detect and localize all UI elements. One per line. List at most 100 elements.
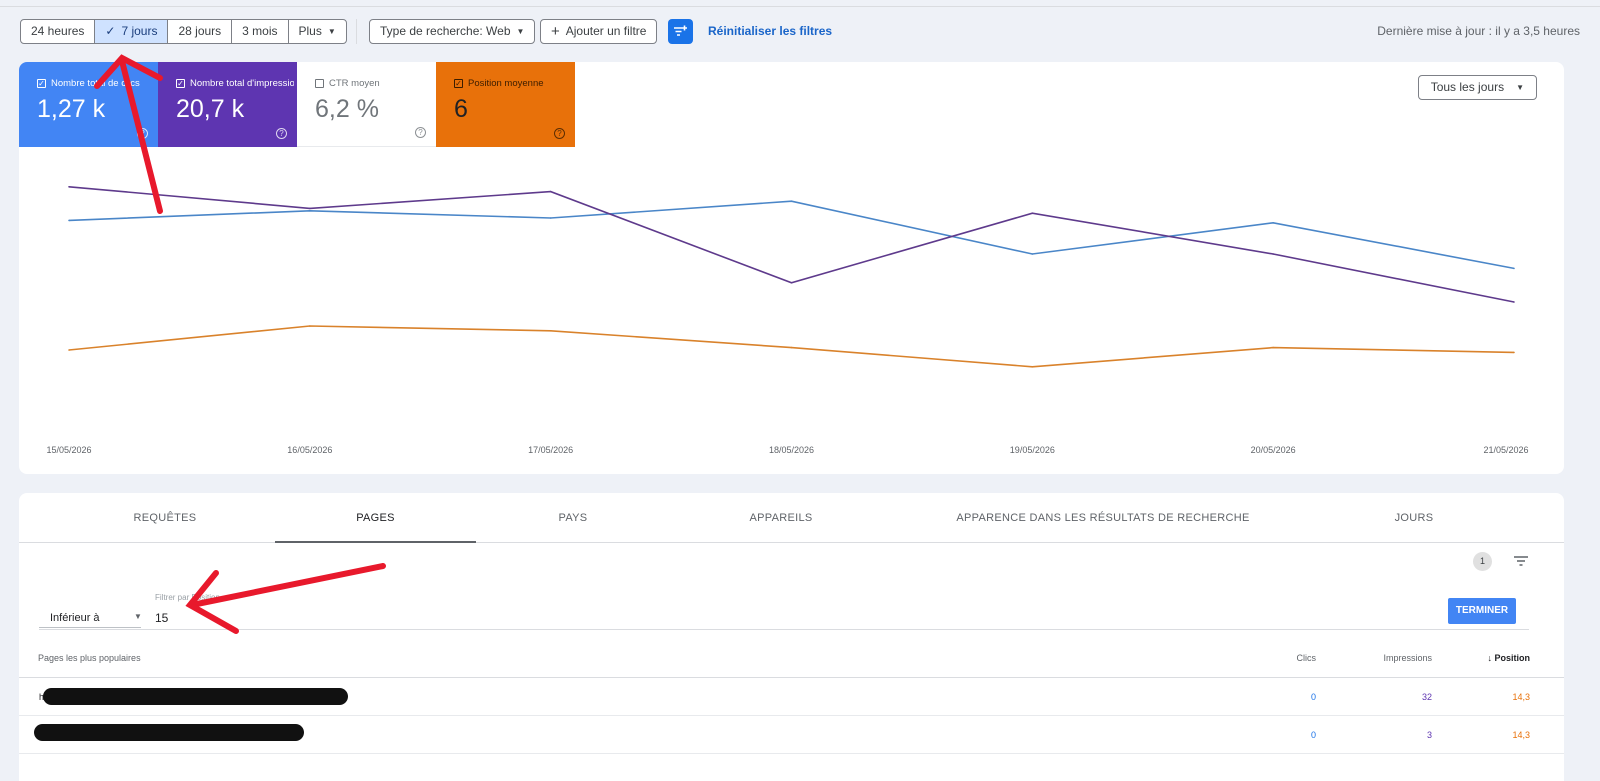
day-selector[interactable]: Tous les jours ▼ (1417, 75, 1537, 100)
filter-icon[interactable] (1513, 553, 1529, 569)
x-tick-label: 18/05/2026 (768, 445, 815, 455)
column-header-pages[interactable]: Pages les plus populaires (38, 653, 141, 663)
range-3m[interactable]: 3 mois (232, 20, 289, 43)
metric-value: 20,7 k (176, 95, 245, 123)
toolbar: 24 heures ✓ 7 jours 28 jours 3 mois Plus ▼… (20, 19, 1600, 45)
tab-countries[interactable]: PAYS (558, 512, 588, 524)
data-point (309, 207, 311, 210)
table-header: Pages les plus populaires Clics Impressi… (19, 638, 1564, 678)
caret-down-icon: ▼ (516, 27, 525, 36)
metric-value: 1,27 k (37, 95, 106, 123)
check-icon: ✓ (105, 24, 116, 38)
row-clicks: 0 (1310, 730, 1316, 740)
help-icon[interactable]: ? (276, 128, 287, 139)
position-filter-input[interactable]: 15 (155, 611, 169, 625)
range-28d[interactable]: 28 jours (168, 20, 233, 43)
data-point (1272, 346, 1274, 349)
add-filter-chip[interactable]: + Ajouter un filtre (540, 19, 658, 44)
data-point (1031, 253, 1034, 255)
date-range-selector: 24 heures ✓ 7 jours 28 jours 3 mois Plus ▼ (20, 19, 347, 44)
checkbox-checked-icon: ✓ (454, 78, 463, 88)
x-tick-label: 20/05/2026 (1250, 445, 1296, 455)
x-tick-label: 16/05/2026 (287, 445, 333, 455)
checkbox-checked-icon: ✓ (37, 78, 46, 88)
operator-underline (39, 627, 141, 628)
help-icon[interactable]: ? (554, 128, 565, 139)
metric-impressions[interactable]: ✓ Nombre total d'impressions 20,7 k ? (158, 62, 297, 147)
data-point (549, 330, 552, 332)
data-point (790, 282, 793, 284)
filter-settings-button[interactable] (668, 19, 693, 44)
line-chart (68, 186, 1515, 368)
row-impressions: 3 (1426, 730, 1432, 740)
data-point (1031, 212, 1034, 214)
data-point (1513, 301, 1515, 303)
column-header-clicks[interactable]: Clics (1296, 653, 1317, 663)
caret-down-icon: ▼ (327, 27, 336, 36)
filter-add-icon (674, 25, 687, 36)
done-button[interactable]: TERMINER (1448, 598, 1516, 624)
data-point (790, 346, 793, 349)
data-point (1272, 253, 1274, 255)
data-point (68, 349, 70, 351)
tab-search-appearance[interactable]: APPARENCE DANS LES RÉSULTATS DE RECHERCH… (956, 512, 1250, 524)
metric-ctr[interactable]: CTR moyen 6,2 % ? (297, 62, 436, 147)
caret-down-icon: ▼ (1516, 83, 1524, 92)
tab-queries[interactable]: REQUÊTES (133, 512, 197, 524)
tab-devices[interactable]: APPAREILS (749, 512, 813, 524)
table-row[interactable]: 0 3 14,3 (19, 716, 1564, 754)
column-header-position[interactable]: ↓ Position (1487, 638, 1530, 678)
metric-value: 6,2 % (315, 95, 379, 123)
metric-label: Position moyenne (468, 78, 544, 89)
checkbox-checked-icon: ✓ (176, 78, 185, 88)
search-type-chip[interactable]: Type de recherche: Web ▼ (369, 19, 536, 44)
toolbar-separator (356, 19, 357, 44)
position-filter-caption: Filtrer par Position (155, 593, 220, 602)
range-label: 24 heures (31, 24, 85, 38)
data-point (1513, 351, 1515, 354)
top-divider (0, 6, 1600, 7)
position-filter-row: Filtrer par Position Inférieur à ▼ 15 (39, 585, 1529, 630)
active-filter-count-badge: 1 (1473, 552, 1492, 571)
row-clicks: 0 (1310, 692, 1316, 702)
last-update-text: Dernière mise à jour : il y a 3,5 heures (1377, 24, 1580, 38)
series-line-1 (68, 186, 1515, 303)
table-row[interactable]: h e/ 0 32 14,3 (19, 678, 1564, 716)
data-point (549, 217, 552, 219)
metric-label: CTR moyen (329, 78, 380, 89)
x-tick-label: 15/05/2026 (46, 445, 92, 455)
data-point (1272, 222, 1274, 224)
column-header-impressions[interactable]: Impressions (1383, 653, 1432, 663)
day-selector-label: Tous les jours (1430, 80, 1505, 94)
row-position: 14,3 (1512, 730, 1530, 740)
search-type-label: Type de recherche: Web (380, 24, 511, 38)
help-icon[interactable]: ? (415, 127, 426, 138)
dimension-table-card: REQUÊTES PAGES PAYS APPAREILS APPARENCE … (19, 493, 1564, 781)
data-point (1031, 366, 1034, 368)
range-7d[interactable]: ✓ 7 jours (95, 20, 169, 43)
range-label: 3 mois (242, 24, 278, 38)
reset-filters-link[interactable]: Réinitialiser les filtres (708, 24, 833, 38)
data-point (790, 200, 793, 202)
tab-pages[interactable]: PAGES (275, 493, 476, 543)
row-impressions: 32 (1421, 692, 1432, 702)
caret-down-icon: ▼ (134, 612, 142, 621)
range-label: 28 jours (178, 24, 222, 38)
series-line-2 (68, 325, 1515, 368)
column-label: Position (1494, 653, 1531, 663)
range-24h[interactable]: 24 heures (21, 20, 96, 43)
data-point (68, 186, 70, 188)
checkbox-unchecked-icon (315, 79, 324, 88)
data-point (549, 190, 552, 193)
range-label: 7 jours (121, 24, 158, 38)
metric-position[interactable]: ✓ Position moyenne 6 ? (436, 62, 575, 147)
dimension-tabs: REQUÊTES PAGES PAYS APPAREILS APPARENCE … (19, 493, 1564, 543)
add-filter-label: Ajouter un filtre (565, 24, 647, 38)
row-position: 14,3 (1512, 692, 1530, 702)
data-point (1513, 267, 1515, 270)
metric-value: 6 (454, 95, 468, 123)
tab-days[interactable]: JOURS (1394, 512, 1434, 524)
range-more[interactable]: Plus ▼ (289, 20, 346, 43)
filter-operator-select[interactable]: Inférieur à (50, 612, 100, 624)
performance-chart-card: ✓ Nombre total de clics 1,27 k ? ✓ Nombre … (19, 62, 1564, 474)
